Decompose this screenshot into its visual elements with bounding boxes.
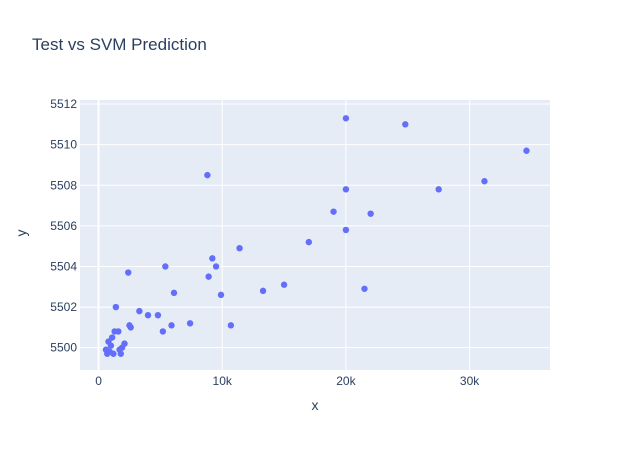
data-point[interactable] [280, 281, 288, 288]
y-tick-label: 5510 [50, 138, 77, 152]
x-tick-label: 20k [336, 374, 356, 388]
y-axis-label: y [13, 230, 29, 237]
data-point[interactable] [162, 263, 169, 270]
data-point[interactable] [115, 328, 122, 335]
x-tick-label: 10k [213, 374, 233, 388]
y-axis-ticks: 5500 5502 5504 5506 5508 5510 5512 [50, 97, 77, 355]
data-point[interactable] [117, 350, 125, 357]
data-point[interactable] [209, 255, 216, 262]
data-point[interactable] [108, 334, 116, 341]
data-point[interactable] [154, 311, 162, 319]
data-point[interactable] [227, 322, 235, 329]
data-point[interactable] [125, 269, 132, 276]
x-axis-label: x [312, 397, 319, 413]
plot-area [80, 100, 550, 370]
data-point[interactable] [102, 346, 110, 353]
gridlines [80, 100, 550, 370]
data-point[interactable] [259, 287, 267, 295]
chart-title: Test vs SVM Prediction [32, 35, 207, 54]
y-tick-label: 5512 [50, 97, 77, 111]
data-point[interactable] [305, 238, 313, 246]
x-axis-ticks: 0 10k 20k 30k [95, 374, 480, 388]
data-point[interactable] [107, 342, 115, 349]
data-point[interactable] [186, 320, 194, 327]
y-tick-label: 5508 [50, 178, 77, 192]
data-point[interactable] [402, 121, 409, 128]
data-point[interactable] [342, 115, 350, 122]
data-point[interactable] [159, 328, 167, 335]
data-point[interactable] [481, 178, 488, 185]
data-point[interactable] [112, 303, 120, 311]
data-point[interactable] [136, 307, 143, 315]
data-point[interactable] [342, 186, 350, 193]
y-tick-label: 5500 [50, 341, 77, 355]
data-points [102, 115, 530, 357]
data-point[interactable] [121, 340, 128, 347]
data-point[interactable] [361, 285, 368, 292]
data-point[interactable] [212, 263, 220, 270]
y-tick-label: 5502 [50, 300, 77, 314]
data-point[interactable] [110, 350, 117, 357]
data-point[interactable] [236, 244, 243, 252]
data-point[interactable] [170, 289, 178, 297]
data-point[interactable] [217, 291, 225, 299]
data-point[interactable] [144, 311, 152, 319]
data-point[interactable] [435, 186, 442, 193]
data-point[interactable] [127, 324, 134, 331]
y-tick-label: 5506 [50, 219, 77, 233]
x-tick-label: 30k [460, 374, 480, 388]
data-point[interactable] [523, 147, 530, 154]
data-point[interactable] [168, 322, 175, 329]
data-point[interactable] [205, 273, 212, 280]
x-tick-label: 0 [95, 374, 102, 388]
data-point[interactable] [367, 210, 374, 217]
data-point[interactable] [204, 171, 211, 179]
data-point[interactable] [330, 208, 337, 215]
y-tick-label: 5504 [50, 259, 77, 273]
data-point[interactable] [342, 226, 350, 234]
